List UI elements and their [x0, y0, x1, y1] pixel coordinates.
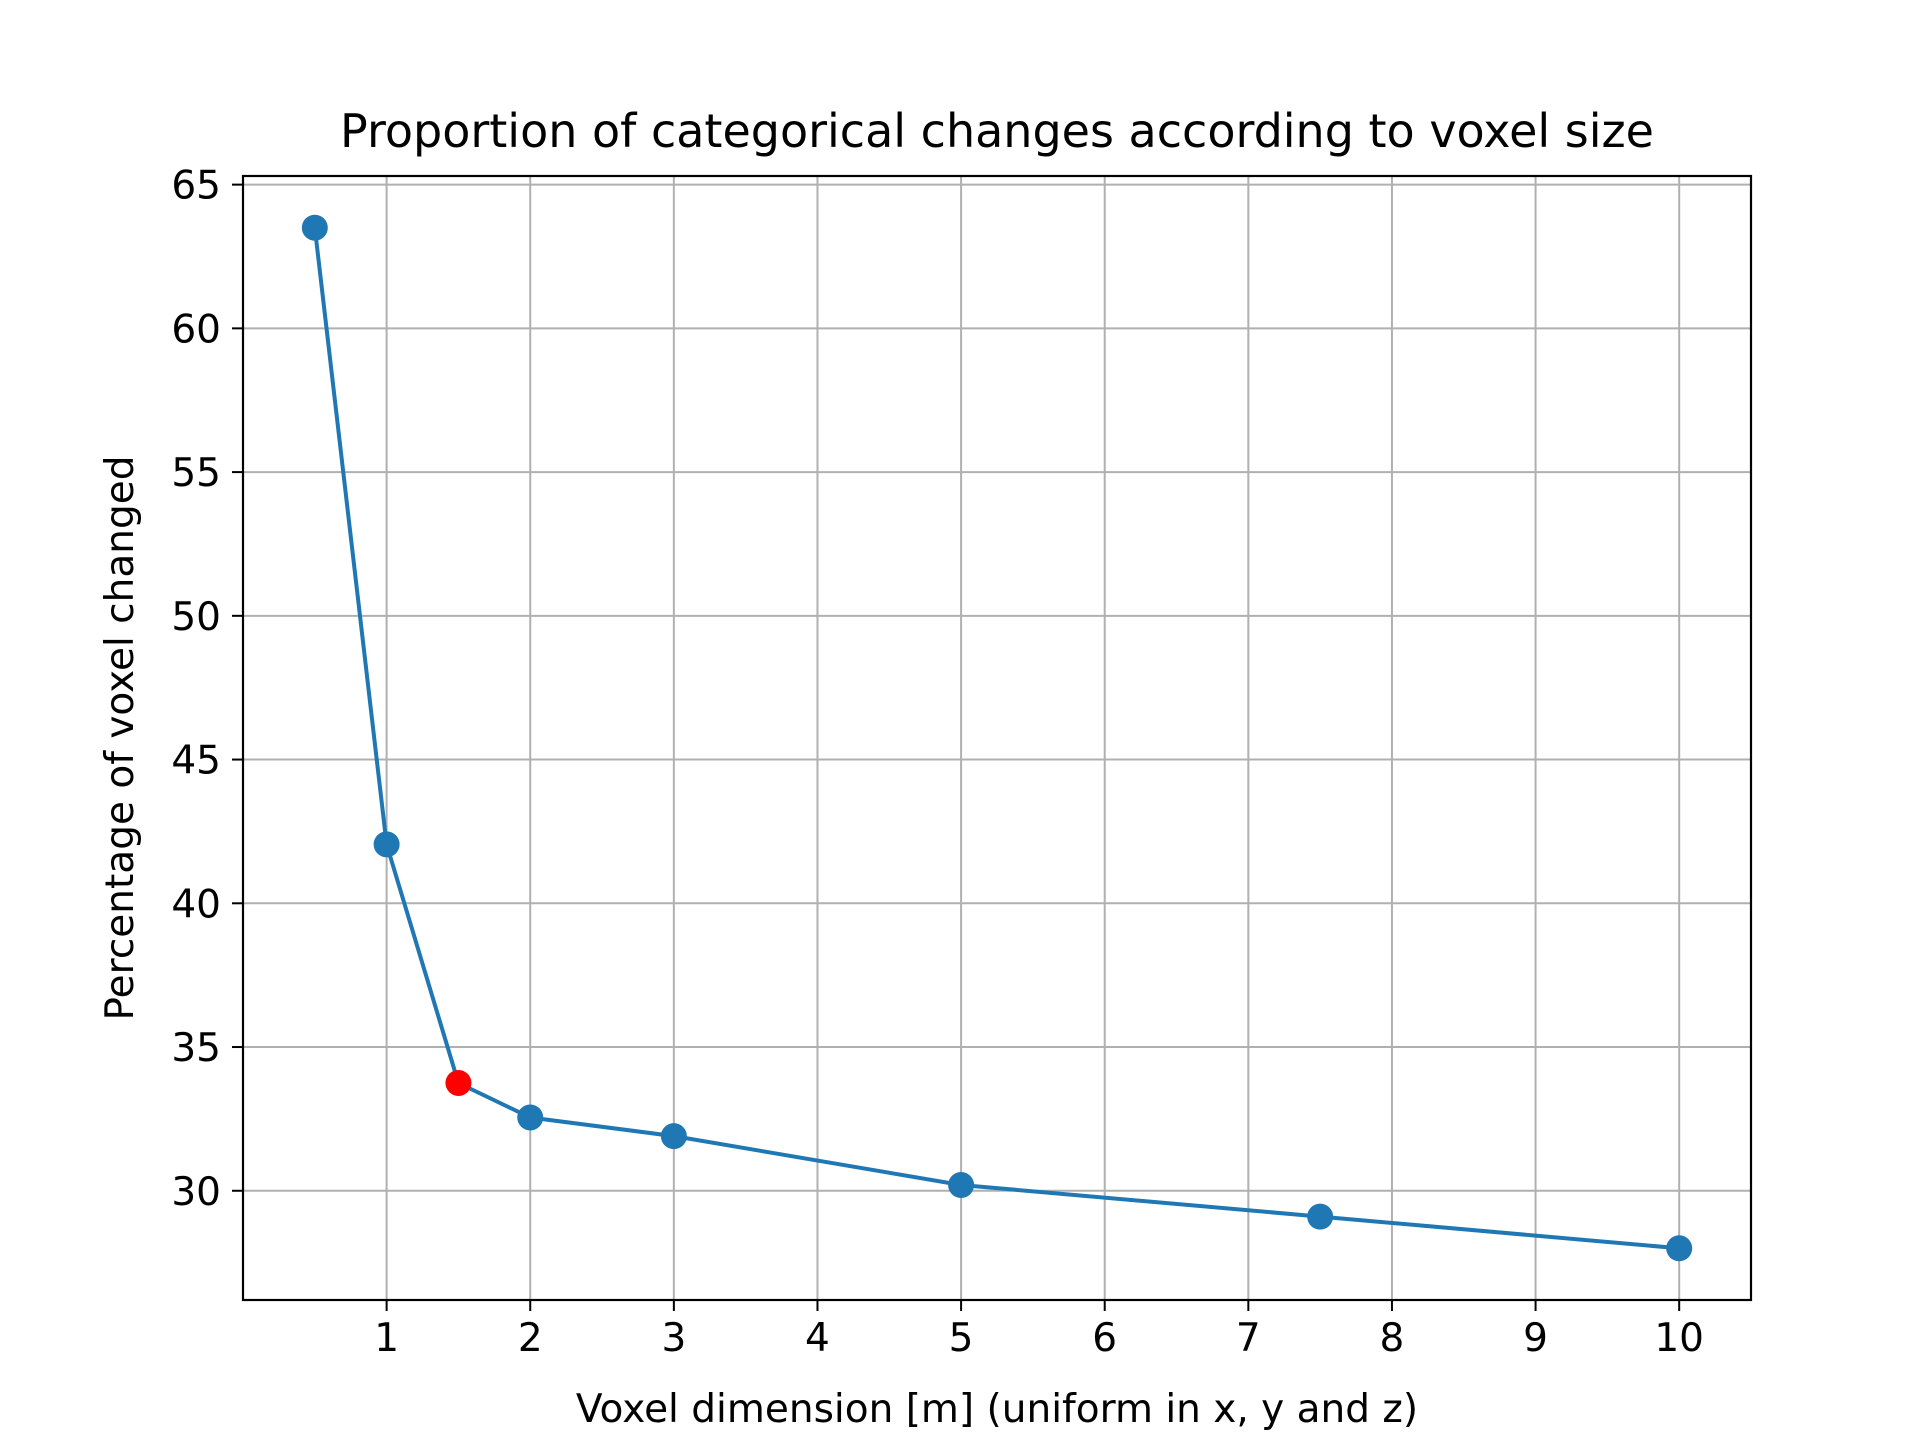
data-point	[1666, 1235, 1693, 1262]
y-tick-label: 60	[171, 307, 221, 352]
data-point	[1307, 1203, 1334, 1230]
y-tick-label: 65	[171, 164, 221, 209]
data-point	[948, 1172, 975, 1199]
highlighted-data-point	[445, 1069, 472, 1096]
plot-area	[243, 176, 1751, 1300]
series-layer	[301, 214, 1693, 1262]
y-axis-label: Percentage of voxel changed	[98, 456, 143, 1021]
chart-title: Proportion of categorical changes accord…	[340, 104, 1654, 158]
x-axis-label: Voxel dimension [m] (uniform in x, y and…	[576, 1387, 1418, 1432]
y-tick-label: 35	[171, 1026, 221, 1071]
grid	[243, 176, 1751, 1300]
x-tick-label: 5	[949, 1316, 974, 1361]
plot-frame	[241, 174, 1753, 1302]
x-tick-label: 3	[661, 1316, 686, 1361]
x-tick-label: 2	[518, 1316, 543, 1361]
y-tick-label: 55	[171, 451, 221, 496]
y-tick-label: 30	[171, 1170, 221, 1215]
data-point	[660, 1123, 687, 1150]
data-point	[517, 1104, 544, 1131]
y-tick-label: 50	[171, 595, 221, 640]
x-tick-label: 1	[374, 1316, 399, 1361]
x-tick-label: 9	[1523, 1316, 1548, 1361]
x-tick-label: 10	[1654, 1316, 1704, 1361]
y-tick-label: 40	[171, 882, 221, 927]
data-point	[301, 214, 328, 241]
y-tick-label: 45	[171, 739, 221, 784]
x-tick-label: 8	[1380, 1316, 1405, 1361]
x-tick-label: 7	[1236, 1316, 1261, 1361]
x-tick-label: 4	[805, 1316, 830, 1361]
x-tick-label: 6	[1092, 1316, 1117, 1361]
series-line	[312, 227, 1680, 1251]
data-point	[373, 831, 400, 858]
